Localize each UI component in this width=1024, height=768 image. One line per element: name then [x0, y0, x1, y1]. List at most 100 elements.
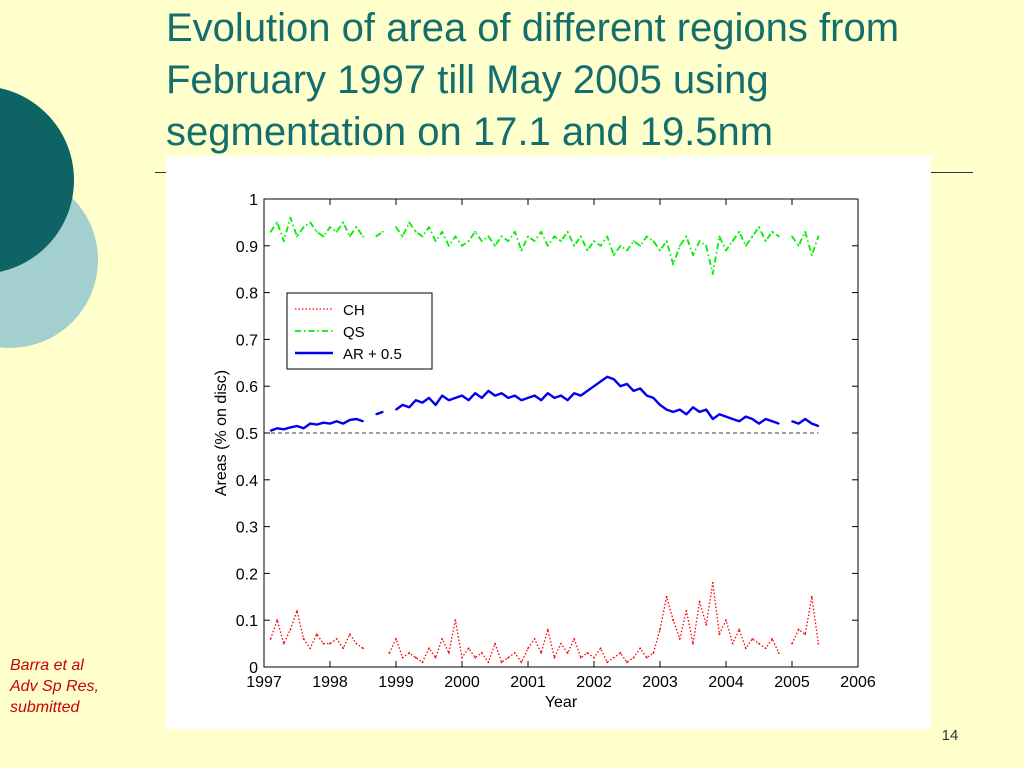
- data-point: [771, 638, 774, 640]
- data-point: [487, 235, 490, 238]
- y-tick-label: 0.4: [236, 473, 258, 490]
- data-point: [751, 638, 754, 640]
- data-point: [296, 609, 298, 612]
- x-tick-label: 1997: [246, 674, 282, 691]
- data-point: [513, 230, 516, 233]
- x-axis-label: Year: [545, 694, 578, 711]
- data-point: [454, 397, 457, 399]
- data-point: [744, 647, 747, 650]
- data-point: [348, 418, 351, 421]
- data-point: [652, 652, 655, 654]
- data-point: [289, 628, 292, 631]
- data-point: [731, 240, 734, 243]
- data-point: [546, 392, 549, 395]
- data-point: [348, 235, 351, 238]
- data-point: [381, 230, 384, 233]
- y-tick-label: 0.6: [236, 379, 258, 396]
- data-point: [401, 404, 404, 406]
- data-point: [652, 240, 655, 243]
- data-point: [282, 240, 285, 243]
- data-point: [276, 427, 279, 430]
- data-point: [355, 418, 358, 420]
- data-point: [586, 652, 589, 654]
- data-point: [606, 661, 609, 664]
- data-point: [395, 408, 397, 411]
- data-point: [791, 235, 793, 238]
- y-tick-label: 0.9: [236, 239, 258, 256]
- data-point: [546, 628, 549, 631]
- data-point: [711, 418, 714, 420]
- data-point: [632, 656, 635, 659]
- data-point: [296, 425, 298, 427]
- data-point: [692, 642, 694, 645]
- data-point: [362, 235, 364, 238]
- data-point: [560, 240, 562, 243]
- data-point: [533, 638, 536, 640]
- data-point: [692, 254, 694, 257]
- series-line-ar-0-5: [270, 375, 819, 432]
- data-point: [480, 652, 483, 654]
- data-point: [672, 619, 675, 622]
- data-point: [566, 399, 569, 402]
- data-point: [447, 399, 450, 402]
- data-point: [573, 244, 576, 247]
- data-point: [738, 230, 741, 233]
- data-point: [527, 647, 529, 650]
- data-point: [520, 661, 523, 664]
- x-tick-label: 1999: [378, 674, 414, 691]
- data-point: [302, 638, 305, 640]
- y-tick-label: 0.2: [236, 566, 258, 583]
- data-point: [705, 408, 708, 411]
- data-point: [626, 249, 628, 252]
- data-point: [797, 244, 800, 247]
- data-point: [731, 418, 734, 420]
- data-point: [322, 235, 325, 238]
- x-tick-label: 2000: [444, 674, 480, 691]
- citation: Barra et al Adv Sp Res, submitted: [10, 655, 160, 718]
- data-point: [395, 226, 397, 228]
- y-tick-label: 0.1: [236, 613, 258, 630]
- data-point: [414, 230, 417, 233]
- data-point: [381, 411, 384, 413]
- data-point: [428, 397, 430, 399]
- data-point: [573, 392, 576, 395]
- data-point: [553, 656, 556, 659]
- citation-line: Adv Sp Res,: [10, 678, 99, 695]
- data-point: [276, 221, 279, 224]
- data-point: [751, 235, 754, 238]
- data-point: [315, 423, 318, 426]
- data-point: [329, 226, 331, 228]
- data-point: [533, 394, 536, 397]
- data-point: [685, 235, 688, 238]
- data-point: [408, 652, 411, 654]
- data-point: [355, 226, 358, 228]
- data-point: [718, 235, 721, 238]
- data-point: [461, 394, 463, 397]
- data-point: [771, 420, 774, 423]
- data-point: [810, 422, 813, 425]
- data-point: [441, 230, 444, 233]
- data-point: [698, 240, 701, 243]
- data-point: [645, 656, 648, 659]
- legend-label: CH: [343, 302, 365, 319]
- data-point: [777, 652, 780, 654]
- data-point: [751, 418, 754, 420]
- x-tick-label: 2003: [642, 674, 678, 691]
- data-point: [619, 385, 622, 388]
- x-tick-label: 2001: [510, 674, 546, 691]
- data-point: [348, 633, 351, 636]
- data-point: [579, 235, 582, 238]
- data-point: [322, 421, 325, 424]
- data-point: [428, 647, 430, 650]
- data-point: [329, 642, 331, 645]
- data-point: [810, 254, 813, 257]
- data-point: [362, 420, 364, 423]
- data-point: [817, 425, 820, 427]
- data-point: [375, 413, 378, 416]
- y-tick-label: 0.8: [236, 286, 258, 303]
- data-point: [692, 406, 694, 409]
- data-point: [421, 661, 424, 664]
- slide-title: Evolution of area of different regions f…: [166, 6, 900, 154]
- data-point: [626, 661, 628, 664]
- data-point: [533, 240, 536, 243]
